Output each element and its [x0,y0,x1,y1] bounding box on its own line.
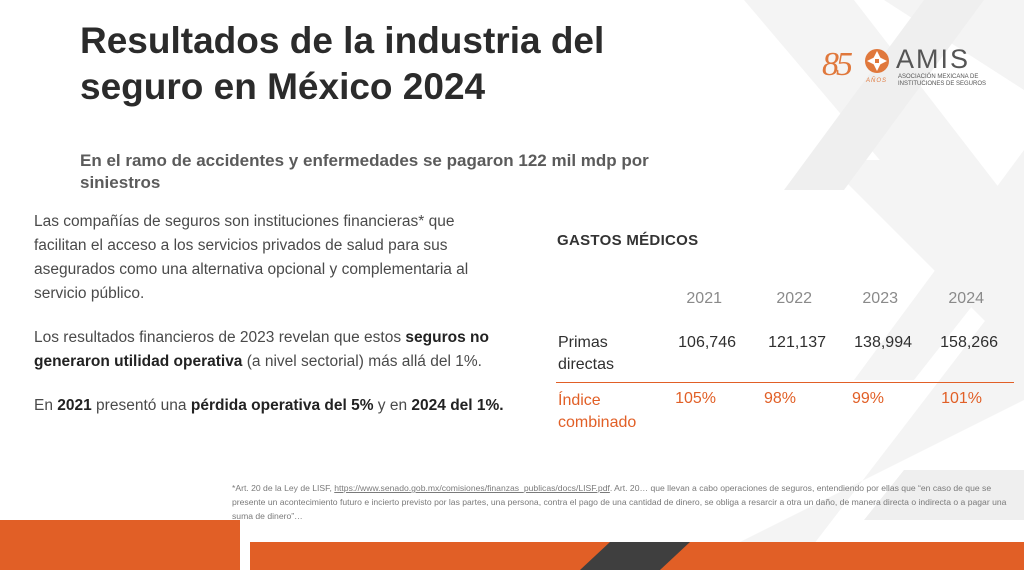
table-divider [556,382,1014,383]
text-run: presentó una [91,397,191,414]
logo-85: 85 [822,46,853,83]
text-bold: 2021 [57,397,92,414]
year-header: 2021 [686,290,722,307]
bottom-decorative-bar [0,520,1024,570]
text-run: y en [373,397,412,414]
table-cell: 158,266 [940,334,998,351]
text-run: Los resultados financieros de 2023 revel… [34,329,406,346]
table-cell: 101% [941,390,982,407]
table-row: Primas directas 106,746 121,137 138,994 … [556,322,1014,376]
body-text: Las compañías de seguros son institucion… [34,210,504,438]
lisf-link[interactable]: https://www.senado.gob.mx/comisiones/fin… [334,483,610,493]
year-header: 2022 [776,290,812,307]
logo-subtitle: Asociación Mexicana de Instituciones de … [898,74,987,87]
footnote-text: *Art. 20 de la Ley de LISF, [232,483,335,493]
year-header: 2023 [862,290,898,307]
logo-anos: AÑOS [866,78,888,84]
logo-name: AMIS [896,44,971,74]
row-label-indice: Índice combinado [558,392,637,431]
year-header: 2024 [948,290,984,307]
table-cell: 98% [763,390,796,407]
footnote-text: . Art. 20… que llevan a cabo operaciones… [232,483,1007,521]
table-cell: 138,994 [854,334,912,351]
row-label-primas: Primas directas [558,334,615,373]
table-cell: 106,746 [678,334,736,351]
footnote: *Art. 20 de la Ley de LISF, https://www.… [232,481,1012,523]
gastos-medicos-table: 2021 2022 2023 2024 Primas directas 106,… [556,282,1014,431]
amis-logo: 85 AÑOS AMIS Asociación Mexicana de Inst… [822,44,1002,94]
text-bold: 2024 del 1%. [411,397,504,414]
amis-emblem-icon [865,49,889,73]
paragraph-results: Los resultados financieros de 2023 revel… [34,326,504,374]
text-bold: seguros no generaron utilidad operativa [34,329,489,370]
background-pattern [684,0,1024,570]
slide-subtitle: En el ramo de accidentes y enfermedades … [80,151,649,192]
table-cell: 105% [675,390,716,407]
paragraph-intro: Las compañías de seguros son institucion… [34,213,469,302]
text-run: (a nivel sectorial) más allá del 1%. [242,353,482,370]
table-title: GASTOS MÉDICOS [557,232,699,249]
text-bold: pérdida operativa del 5% [190,397,374,414]
slide-title: Resultados de la industria del seguro en… [80,20,605,107]
table-cell: 121,137 [768,334,826,351]
table-header-row: 2021 2022 2023 2024 [556,282,1014,322]
table-cell: 99% [851,390,884,407]
text-run: En [34,397,58,414]
paragraph-losses: En 2021 presentó una pérdida operativa d… [34,394,504,418]
